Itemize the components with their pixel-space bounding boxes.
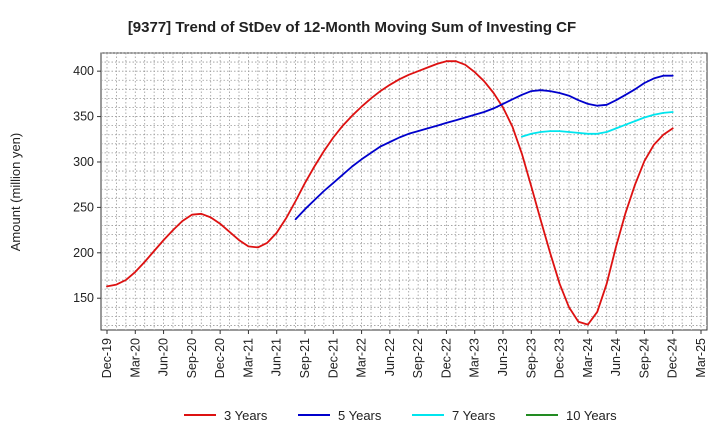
x-tick-label: Sep-24 bbox=[637, 338, 651, 378]
x-tick-label: Jun-24 bbox=[609, 338, 623, 376]
x-tick-label: Mar-21 bbox=[241, 338, 255, 378]
y-tick-label: 300 bbox=[73, 155, 94, 169]
y-axis-ticks: 150 200 250 300 350 400 bbox=[73, 64, 101, 305]
x-tick-label: Dec-21 bbox=[326, 338, 340, 378]
x-tick-label: Jun-20 bbox=[157, 338, 171, 376]
y-tick-label: 250 bbox=[73, 200, 94, 214]
x-tick-label: Jun-21 bbox=[270, 338, 284, 376]
x-tick-label: Mar-20 bbox=[128, 338, 142, 378]
legend-label: 3 Years bbox=[224, 408, 268, 423]
x-tick-label: Sep-21 bbox=[298, 338, 312, 378]
x-tick-label: Jun-22 bbox=[383, 338, 397, 376]
x-tick-label: Mar-23 bbox=[468, 338, 482, 378]
x-axis-ticks: Dec-19 Mar-20 Jun-20 Sep-20 Dec-20 Mar-21 Jun-… bbox=[100, 330, 708, 378]
x-tick-label: Mar-24 bbox=[581, 338, 595, 378]
y-tick-label: 200 bbox=[73, 246, 94, 260]
x-tick-label: Dec-19 bbox=[100, 338, 114, 378]
x-tick-label: Dec-24 bbox=[666, 338, 680, 378]
x-tick-label: Sep-20 bbox=[185, 338, 199, 378]
legend-label: 5 Years bbox=[338, 408, 382, 423]
x-tick-label: Mar-25 bbox=[694, 338, 708, 378]
y-tick-label: 350 bbox=[73, 110, 94, 124]
x-tick-label: Dec-22 bbox=[439, 338, 453, 378]
legend-label: 10 Years bbox=[566, 408, 617, 423]
y-tick-label: 400 bbox=[73, 64, 94, 78]
x-tick-label: Jun-23 bbox=[496, 338, 510, 376]
series-lines bbox=[106, 60, 674, 326]
x-tick-label: Dec-20 bbox=[213, 338, 227, 378]
series-line-5-years bbox=[294, 74, 674, 221]
y-axis-label: Amount (million yen) bbox=[8, 133, 23, 252]
x-tick-label: Sep-22 bbox=[411, 338, 425, 378]
series-line-3-years bbox=[106, 60, 674, 326]
legend-label: 7 Years bbox=[452, 408, 496, 423]
legend: 3 Years 5 Years 7 Years 10 Years bbox=[184, 408, 617, 423]
chart-title: [9377] Trend of StDev of 12-Month Moving… bbox=[128, 19, 576, 36]
x-tick-label: Mar-22 bbox=[355, 338, 369, 378]
x-tick-label: Sep-23 bbox=[524, 338, 538, 378]
x-tick-label: Dec-23 bbox=[553, 338, 567, 378]
series-line-7-years bbox=[521, 111, 674, 138]
y-tick-label: 150 bbox=[73, 291, 94, 305]
